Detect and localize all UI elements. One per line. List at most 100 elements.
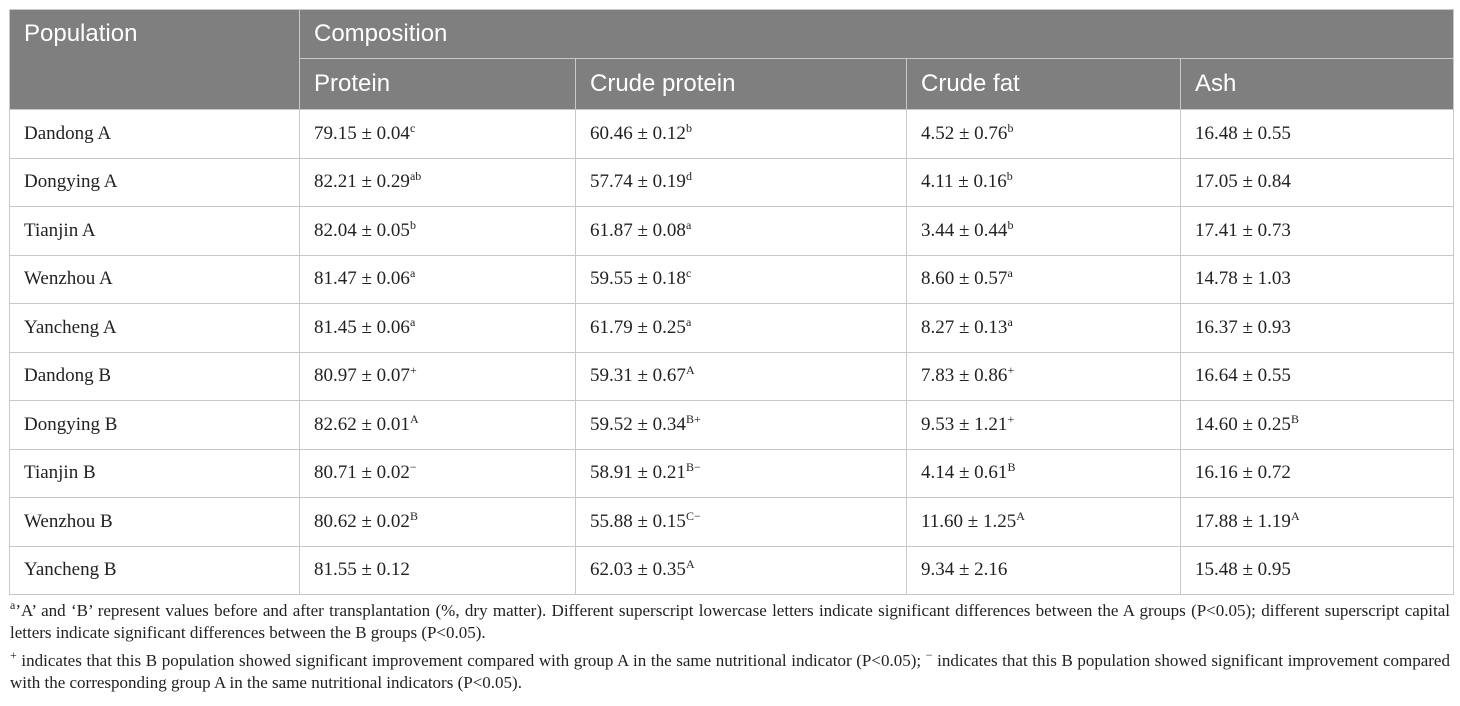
footnote-text: ’A’ and ‘B’ represent values before and … <box>10 601 1450 642</box>
value-text: 17.05 ± 0.84 <box>1195 171 1291 193</box>
value-text: 16.48 ± 0.55 <box>1195 122 1291 144</box>
value-cell: 59.31 ± 0.67A <box>575 351 907 401</box>
header-row: Protein Crude protein Crude fat Ash <box>10 58 1455 110</box>
value-cell: 80.71 ± 0.02− <box>299 448 576 498</box>
value-text: 17.41 ± 0.73 <box>1195 219 1291 241</box>
value-cell: 81.55 ± 0.12 <box>299 545 576 595</box>
table-row: Wenzhou A 81.47 ± 0.06a 59.55 ± 0.18c 8.60 … <box>9 254 1455 304</box>
value-text: 7.83 ± 0.86 <box>921 365 1008 387</box>
value-text: 4.52 ± 0.76 <box>921 122 1008 144</box>
superscript: A <box>409 411 419 426</box>
superscript: a <box>1007 314 1013 329</box>
superscript: c <box>409 120 416 135</box>
superscript: b <box>1007 217 1014 232</box>
value-text: 55.88 ± 0.15 <box>590 510 686 532</box>
footnote: a’A’ and ‘B’ represent values before and… <box>10 599 1450 644</box>
value-cell: 4.11 ± 0.16b <box>906 157 1181 207</box>
header-cell: Composition <box>298 9 1455 59</box>
header-cell: Crude protein <box>575 58 907 110</box>
superscript: B <box>1007 460 1016 475</box>
footnotes: a’A’ and ‘B’ represent values before and… <box>10 599 1450 700</box>
superscript: B− <box>685 460 701 475</box>
value-text: 59.55 ± 0.18 <box>590 268 686 290</box>
superscript: c <box>685 266 692 281</box>
population-cell: Wenzhou A <box>9 254 300 304</box>
value-cell: 60.46 ± 0.12b <box>575 109 907 159</box>
header-row: Population Composition <box>9 9 1455 110</box>
footnote-text: indicates that this B population showed … <box>10 651 1450 692</box>
value-cell: 59.52 ± 0.34B+ <box>575 400 907 450</box>
superscript: d <box>685 169 692 184</box>
value-text: 58.91 ± 0.21 <box>590 462 686 484</box>
value-text: 4.14 ± 0.61 <box>921 462 1008 484</box>
value-text: 81.47 ± 0.06 <box>314 268 410 290</box>
value-text: 59.31 ± 0.67 <box>590 365 686 387</box>
value-cell: 9.53 ± 1.21+ <box>906 400 1181 450</box>
value-cell: 80.62 ± 0.02B <box>299 497 576 547</box>
value-text: 14.78 ± 1.03 <box>1195 268 1291 290</box>
value-cell: 14.60 ± 0.25B <box>1179 400 1455 450</box>
superscript: A <box>1016 508 1025 523</box>
superscript: a <box>409 266 416 281</box>
population-cell: Dandong B <box>9 351 300 401</box>
value-text: 15.48 ± 0.95 <box>1195 559 1291 581</box>
population-cell: Dongying B <box>9 400 300 450</box>
value-text: 16.37 ± 0.93 <box>1195 316 1291 338</box>
value-cell: 55.88 ± 0.15C− <box>575 497 907 547</box>
superscript: + <box>409 363 417 378</box>
superscript: a <box>409 314 416 329</box>
header-cell: Crude fat <box>906 58 1181 110</box>
table-row: Wenzhou B 80.62 ± 0.02B 55.88 ± 0.15C− 11.6… <box>9 497 1455 547</box>
superscript: a <box>1007 266 1013 281</box>
population-cell: Tianjin B <box>9 448 300 498</box>
table-row: Dongying A 82.21 ± 0.29ab 57.74 ± 0.19d 4.1… <box>9 157 1455 207</box>
value-text: 14.60 ± 0.25 <box>1195 413 1291 435</box>
table: Population Composition Protein Crude prot… <box>9 9 1455 595</box>
superscript: A <box>685 363 695 378</box>
value-text: 11.60 ± 1.25 <box>921 510 1017 532</box>
superscript: + <box>1007 363 1015 378</box>
value-cell: 57.74 ± 0.19d <box>575 157 907 207</box>
value-cell: 16.16 ± 0.72 <box>1179 448 1455 498</box>
value-cell: 82.62 ± 0.01A <box>299 400 576 450</box>
value-cell: 17.05 ± 0.84 <box>1179 157 1455 207</box>
footnote-text: indicates that this B population showed … <box>16 651 926 670</box>
value-cell: 8.27 ± 0.13a <box>906 303 1181 353</box>
superscript: A <box>1290 508 1300 523</box>
value-cell: 16.48 ± 0.55 <box>1179 109 1455 159</box>
population-cell: Dongying A <box>9 157 300 207</box>
superscript: − <box>409 460 417 475</box>
table-row: Tianjin B 80.71 ± 0.02− 58.91 ± 0.21B− 4.14… <box>9 448 1455 498</box>
superscript: + <box>1007 411 1015 426</box>
header-cell: Protein <box>299 58 576 110</box>
value-cell: 4.14 ± 0.61B <box>906 448 1181 498</box>
table-row: Tianjin A 82.04 ± 0.05b 61.87 ± 0.08a 3.44 … <box>9 206 1455 256</box>
value-text: 9.34 ± 2.16 <box>921 559 1008 581</box>
footnote-mark: − <box>925 648 933 662</box>
value-cell: 4.52 ± 0.76b <box>906 109 1181 159</box>
population-cell: Wenzhou B <box>9 497 300 547</box>
value-text: 8.27 ± 0.13 <box>921 316 1008 338</box>
table-row: Dongying B 82.62 ± 0.01A 59.52 ± 0.34B+ 9.5… <box>9 400 1455 450</box>
value-text: 61.79 ± 0.25 <box>590 316 686 338</box>
value-cell: 82.04 ± 0.05b <box>299 206 576 256</box>
value-text: 4.11 ± 0.16 <box>921 171 1007 193</box>
value-cell: 17.41 ± 0.73 <box>1179 206 1455 256</box>
population-cell: Dandong A <box>9 109 300 159</box>
value-cell: 81.47 ± 0.06a <box>299 254 576 304</box>
value-cell: 58.91 ± 0.21B− <box>575 448 907 498</box>
superscript: B <box>409 508 418 523</box>
table-row: Dandong A 79.15 ± 0.04c 60.46 ± 0.12b 4.52 … <box>9 109 1455 159</box>
value-text: 3.44 ± 0.44 <box>921 219 1008 241</box>
value-text: 61.87 ± 0.08 <box>590 219 686 241</box>
table-body: Dandong A 79.15 ± 0.04c 60.46 ± 0.12b 4.52 … <box>9 109 1455 595</box>
value-text: 60.46 ± 0.12 <box>590 122 686 144</box>
value-cell: 79.15 ± 0.04c <box>299 109 576 159</box>
superscript: B+ <box>685 411 701 426</box>
value-text: 81.55 ± 0.12 <box>314 559 410 581</box>
value-cell: 7.83 ± 0.86+ <box>906 351 1181 401</box>
value-cell: 61.79 ± 0.25a <box>575 303 907 353</box>
value-text: 17.88 ± 1.19 <box>1195 510 1291 532</box>
superscript: b <box>1006 169 1013 184</box>
